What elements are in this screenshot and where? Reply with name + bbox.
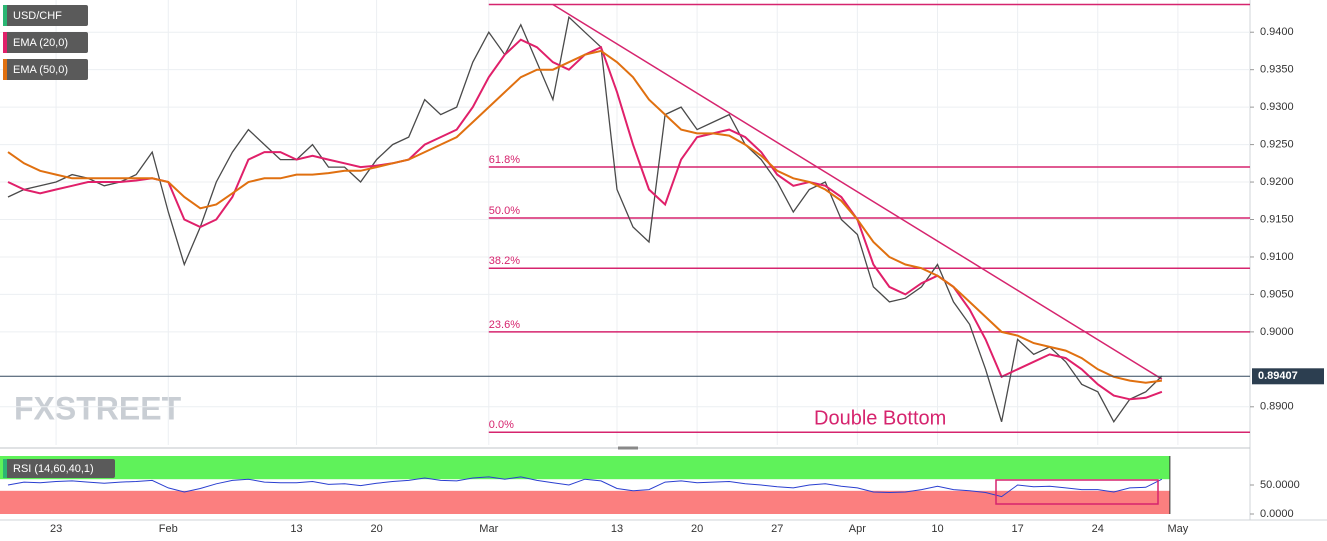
legend-label: EMA (50,0) [13,64,68,76]
fib-label: 23.6% [489,319,520,331]
current-price-tag [1252,368,1324,385]
x-tick-label: Feb [159,523,178,535]
x-tick-label: 20 [370,523,382,535]
y-tick-label: 0.0000 [1260,508,1294,520]
legend-swatch [3,459,7,478]
fib-label: 50.0% [489,205,520,217]
fib-label: 61.8% [489,154,520,166]
legend-box [3,32,88,53]
legend-swatch [3,5,7,26]
fib-label: 38.2% [489,255,520,267]
y-tick-label: 0.9100 [1260,251,1294,263]
legend-label: EMA (20,0) [13,37,68,49]
x-tick-label: 13 [290,523,302,535]
x-tick-label: 20 [691,523,703,535]
y-tick-label: 0.9000 [1260,326,1294,338]
y-tick-label: 0.9050 [1260,288,1294,300]
legend-swatch [3,59,7,80]
rsi-line [7,476,1163,498]
current-price-label: 0.89407 [1258,370,1298,382]
y-tick-label: 0.9200 [1260,176,1294,188]
legend-label: RSI (14,60,40,1) [13,463,94,475]
y-tick-label: 0.9250 [1260,138,1294,150]
x-tick-label: 23 [50,523,62,535]
x-tick-label: 27 [771,523,783,535]
fib-label: 0.0% [489,419,514,431]
watermark: FXSTREET [14,390,182,426]
x-tick-label: 13 [611,523,623,535]
x-tick-label: 24 [1092,523,1104,535]
y-tick-label: 0.9150 [1260,213,1294,225]
y-tick-label: 0.9400 [1260,26,1294,38]
rsi-oversold-zone [0,490,1170,514]
y-tick-label: 0.9350 [1260,64,1294,76]
x-tick-label: Mar [479,523,498,535]
y-tick-label: 50.0000 [1260,479,1300,491]
legend-swatch [3,32,7,53]
legend-label: USD/CHF [13,10,62,22]
rsi-overbought-zone [0,456,1170,480]
x-tick-label: 10 [931,523,943,535]
ema-line [7,49,1163,384]
y-tick-label: 0.8900 [1260,401,1294,413]
annotation: Double Bottom [814,407,946,429]
x-tick-label: 17 [1012,523,1024,535]
legend-box [3,59,88,80]
legend-box [3,459,115,478]
legend-box [3,5,88,26]
x-tick-label: Apr [849,523,866,535]
highlight-box [995,479,1159,505]
x-tick-label: May [1167,523,1188,535]
y-tick-label: 0.9300 [1260,101,1294,113]
trendline [552,3,1163,380]
